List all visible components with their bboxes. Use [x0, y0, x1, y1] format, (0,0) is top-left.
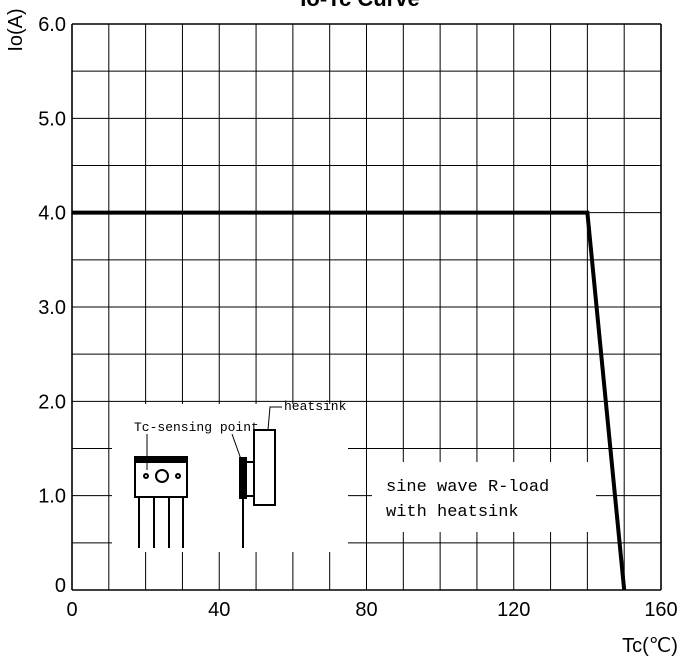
series-line [72, 210, 627, 591]
x-tick-label: 40 [208, 599, 230, 621]
y-tick-label: 1.0 [38, 486, 66, 508]
series-layer [72, 210, 627, 591]
y-tick-label: 2.0 [38, 391, 66, 413]
x-tick-label: 0 [66, 599, 77, 621]
x-tick-labels: 0 40 80 120 160 [66, 599, 677, 621]
annotation-leaders [146, 406, 282, 470]
y-tick-label: 6.0 [38, 14, 66, 36]
tc-sensing-point-label: Tc-sensing point [134, 420, 259, 435]
heatsink-label: heatsink [284, 399, 347, 414]
y-tick-label: 3.0 [38, 297, 66, 319]
y-tick-labels: 0 1.0 2.0 3.0 4.0 5.0 6.0 [38, 14, 66, 597]
condition-line-1: sine wave R-load [386, 478, 549, 497]
chart-title: Io-Tc Curve [300, 0, 419, 11]
x-axis-label: Tc(℃) [622, 635, 678, 657]
x-tick-label: 80 [355, 599, 377, 621]
condition-box: sine wave R-load with heatsink [372, 462, 596, 532]
x-tick-label: 160 [644, 599, 677, 621]
y-tick-label: 0 [55, 575, 66, 597]
bridge-package-side-icon [239, 429, 276, 548]
x-tick-label: 120 [497, 599, 530, 621]
inset-illustration: Tc-sensing point heatsink [112, 399, 348, 552]
y-axis-label: Io(A) [5, 8, 27, 51]
y-tick-label: 4.0 [38, 203, 66, 225]
bridge-package-front-icon [134, 456, 188, 548]
y-tick-label: 5.0 [38, 108, 66, 130]
condition-line-2: with heatsink [386, 503, 519, 522]
